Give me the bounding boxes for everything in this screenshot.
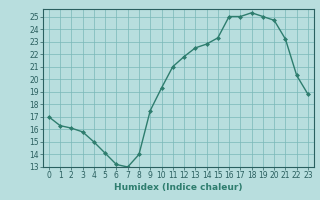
X-axis label: Humidex (Indice chaleur): Humidex (Indice chaleur) (114, 183, 243, 192)
